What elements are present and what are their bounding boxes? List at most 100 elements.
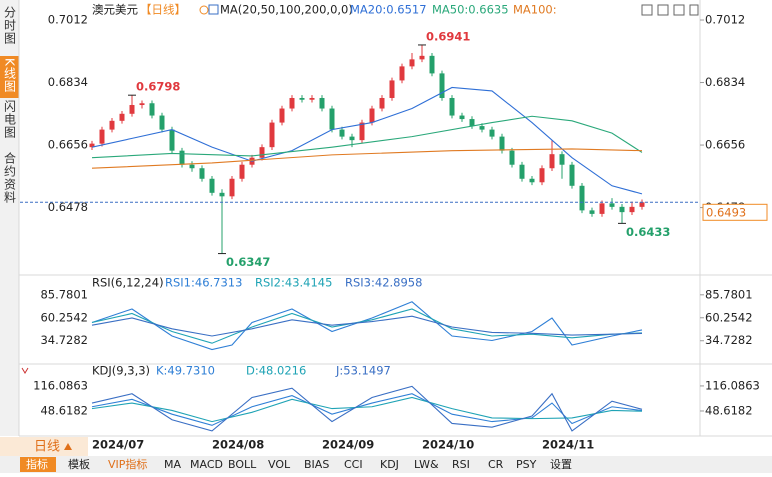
- settings-icon[interactable]: [199, 5, 209, 15]
- y-tick-label-right: 60.2542: [705, 310, 753, 324]
- x-tick-label: 2024/09: [322, 438, 374, 452]
- candle-body: [489, 129, 495, 137]
- collapse-icon: [21, 367, 29, 374]
- candle-body: [339, 129, 345, 137]
- candle-body: [289, 97, 295, 109]
- candle-body: [589, 210, 595, 214]
- indicator-line: [91, 315, 643, 337]
- candle-body: [439, 73, 445, 98]
- period: 【日线】: [140, 3, 186, 17]
- y-tick-label-right: 34.7282: [705, 333, 753, 347]
- candle-body: [369, 108, 375, 123]
- candle-body: [449, 97, 455, 116]
- y-tick-label: 48.6182: [40, 403, 88, 417]
- candle-body: [109, 120, 115, 130]
- candle-body: [509, 150, 515, 165]
- legend-entry: K:49.7310: [156, 364, 215, 378]
- candle-body: [209, 178, 215, 193]
- candle-body: [419, 55, 425, 60]
- y-tick-label: 0.6834: [48, 75, 88, 89]
- candle-body: [579, 185, 585, 211]
- bottom-tab[interactable]: CR: [488, 458, 504, 471]
- side-tab[interactable]: 合约资料: [3, 151, 17, 204]
- icon[interactable]: [673, 4, 685, 16]
- candle-body: [129, 105, 135, 114]
- toolbar-icons: [641, 4, 699, 16]
- y-tick-label-right: 116.0863: [705, 378, 760, 392]
- bottom-tab[interactable]: LW&: [414, 458, 439, 471]
- icon[interactable]: [657, 4, 669, 16]
- x-tick-label: 2024/07: [92, 438, 144, 452]
- bottom-tab[interactable]: RSI: [452, 458, 470, 471]
- x-tick-label: 2024/11: [542, 438, 594, 452]
- candle-body: [569, 164, 575, 186]
- indicator-line: [91, 148, 643, 169]
- y-tick-label: 34.7282: [40, 333, 88, 347]
- candle-body: [229, 178, 235, 197]
- y-tick-label-right: 0.6834: [705, 75, 745, 89]
- x-tick-label: 2024/10: [422, 438, 474, 452]
- side-tab[interactable]: 闪电图: [3, 100, 17, 139]
- y-tick-label-right: 0.6656: [705, 138, 745, 152]
- indicator: KDJ(9,3,3): [92, 364, 150, 378]
- legend-entry: RSI3:42.8958: [345, 276, 422, 290]
- indicator-line: [91, 115, 643, 159]
- candle-body: [159, 115, 165, 130]
- bottom-tab[interactable]: 指标: [26, 457, 48, 471]
- candle-body: [269, 122, 275, 148]
- candle-body: [399, 66, 405, 81]
- candle-body: [239, 164, 245, 179]
- bottom-tab[interactable]: MACD: [190, 458, 223, 471]
- bottom-tab[interactable]: KDJ: [380, 458, 399, 471]
- candle-body: [119, 113, 125, 121]
- ma-icon[interactable]: [208, 4, 219, 15]
- period-button[interactable]: 日线: [34, 440, 60, 455]
- last-price-label: 0.6493: [706, 205, 746, 219]
- legend-entry: RSI1:46.7313: [165, 276, 242, 290]
- bottom-tab[interactable]: CCI: [344, 458, 363, 471]
- legend-entry: MA20:0.6517: [350, 3, 427, 17]
- candle-body: [139, 103, 145, 106]
- candle-body: [189, 164, 195, 169]
- candle-body: [499, 136, 505, 151]
- y-tick-label-right: 48.6182: [705, 403, 753, 417]
- bottom-tab[interactable]: 模板: [68, 457, 90, 471]
- candle-body: [179, 150, 185, 165]
- candle-body: [629, 206, 635, 213]
- bottom-tab[interactable]: 设置: [550, 458, 572, 471]
- candle-body: [379, 97, 385, 109]
- bottom-tab[interactable]: BOLL: [228, 458, 257, 471]
- indicator-line: [91, 86, 643, 195]
- last-price-box: [702, 203, 768, 221]
- legend-entry: D:48.0216: [246, 364, 306, 378]
- bottom-tab[interactable]: BIAS: [304, 458, 329, 471]
- candle-body: [469, 119, 475, 127]
- bottom-tab[interactable]: PSY: [516, 458, 537, 471]
- candle-body: [549, 154, 555, 169]
- icon[interactable]: [689, 4, 699, 16]
- period-area: [0, 437, 88, 456]
- side-bar: [0, 0, 19, 436]
- side-tab[interactable]: K线图: [3, 58, 17, 93]
- bottom-tab[interactable]: VIP指标: [108, 457, 147, 471]
- candle-body: [219, 192, 225, 197]
- icon[interactable]: [641, 4, 653, 16]
- indicator-line: [91, 396, 643, 423]
- y-tick-label-right: 0.7012: [705, 13, 745, 27]
- candle-body: [279, 108, 285, 123]
- indicator: MA(20,50,100,200,0,0): [220, 3, 353, 17]
- indicator-line: [91, 308, 643, 344]
- candle-body: [599, 203, 605, 214]
- candle-body: [359, 122, 365, 141]
- bottom-tab[interactable]: VOL: [268, 458, 291, 471]
- side-tab[interactable]: 分时图: [3, 6, 17, 45]
- candle-body: [539, 168, 545, 183]
- legend-entry: MA50:0.6635: [432, 3, 509, 17]
- symbol: 澳元美元: [92, 3, 138, 17]
- bottom-tab[interactable]: MA: [164, 458, 181, 471]
- y-tick-label-right: 85.7801: [705, 287, 753, 301]
- x-tick-label: 2024/08: [212, 438, 264, 452]
